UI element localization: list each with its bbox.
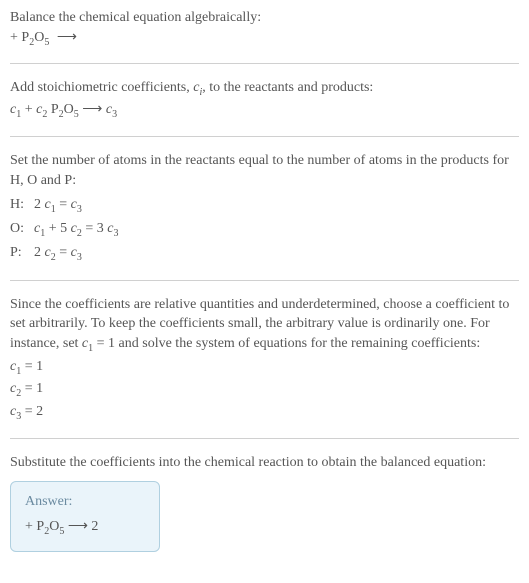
answer-equation: + P2O5 ⟶ 2 — [25, 517, 145, 539]
coef-eq: = 1 — [21, 359, 43, 374]
plus-p: + P — [10, 30, 29, 45]
atoms-title: Set the number of atoms in the reactants… — [10, 151, 519, 190]
ans-o: O — [49, 519, 59, 534]
c3-sub: 3 — [112, 109, 117, 120]
p2o5-o: O — [64, 102, 74, 117]
atom-h: H: — [10, 194, 34, 218]
section-solve: Since the coefficients are relative quan… — [10, 295, 519, 424]
stoich-equation: c1 + c2 P2O5 ⟶ c3 — [10, 100, 519, 122]
balance-title: Balance the chemical equation algebraica… — [10, 8, 519, 28]
arrow-icon: ⟶ — [53, 28, 81, 48]
divider — [10, 136, 519, 137]
ans-plus-p: + P — [25, 519, 44, 534]
solve-text-b: = 1 and solve the system of equations fo… — [93, 336, 480, 351]
atom-p: P: — [10, 242, 34, 266]
plus: + — [25, 102, 36, 117]
ans-arrow: ⟶ 2 — [64, 519, 98, 534]
coef-row: c2 = 1 — [10, 379, 519, 401]
balance-equation: + P2O5 ⟶ — [10, 28, 519, 50]
atom-o-eq: c1 + 5 c2 = 3 c3 — [34, 218, 122, 242]
answer-label: Answer: — [25, 492, 145, 512]
stoich-text-b: , to the reactants and products: — [202, 80, 373, 95]
stoich-text-a: Add stoichiometric coefficients, — [10, 80, 193, 95]
atom-h-eq: 2 c1 = c3 — [34, 194, 122, 218]
divider — [10, 438, 519, 439]
o-sub-5: 5 — [44, 36, 49, 47]
table-row: O: c1 + 5 c2 = 3 c3 — [10, 218, 122, 242]
p2o5-p: P — [47, 102, 58, 117]
atom-o: O: — [10, 218, 34, 242]
divider — [10, 63, 519, 64]
table-row: P: 2 c2 = c3 — [10, 242, 122, 266]
solve-text: Since the coefficients are relative quan… — [10, 295, 519, 356]
section-balance-title: Balance the chemical equation algebraica… — [10, 8, 519, 49]
o: O — [34, 30, 44, 45]
arrow-2: ⟶ — [79, 102, 106, 117]
atoms-table: H: 2 c1 = c3 O: c1 + 5 c2 = 3 c3 P: 2 c2… — [10, 194, 122, 265]
c1-sub: 1 — [16, 109, 21, 120]
substitute-title: Substitute the coefficients into the che… — [10, 453, 519, 473]
coef-eq: = 2 — [21, 404, 43, 419]
coef-list: c1 = 1 c2 = 1 c3 = 2 — [10, 357, 519, 424]
table-row: H: 2 c1 = c3 — [10, 194, 122, 218]
coef-row: c1 = 1 — [10, 357, 519, 379]
coef-eq: = 1 — [21, 381, 43, 396]
answer-box: Answer: + P2O5 ⟶ 2 — [10, 481, 160, 552]
section-atoms: Set the number of atoms in the reactants… — [10, 151, 519, 266]
section-substitute: Substitute the coefficients into the che… — [10, 453, 519, 552]
divider — [10, 280, 519, 281]
atom-p-eq: 2 c2 = c3 — [34, 242, 122, 266]
section-stoichiometric: Add stoichiometric coefficients, ci, to … — [10, 78, 519, 122]
stoich-text: Add stoichiometric coefficients, ci, to … — [10, 78, 519, 100]
coef-row: c3 = 2 — [10, 402, 519, 424]
